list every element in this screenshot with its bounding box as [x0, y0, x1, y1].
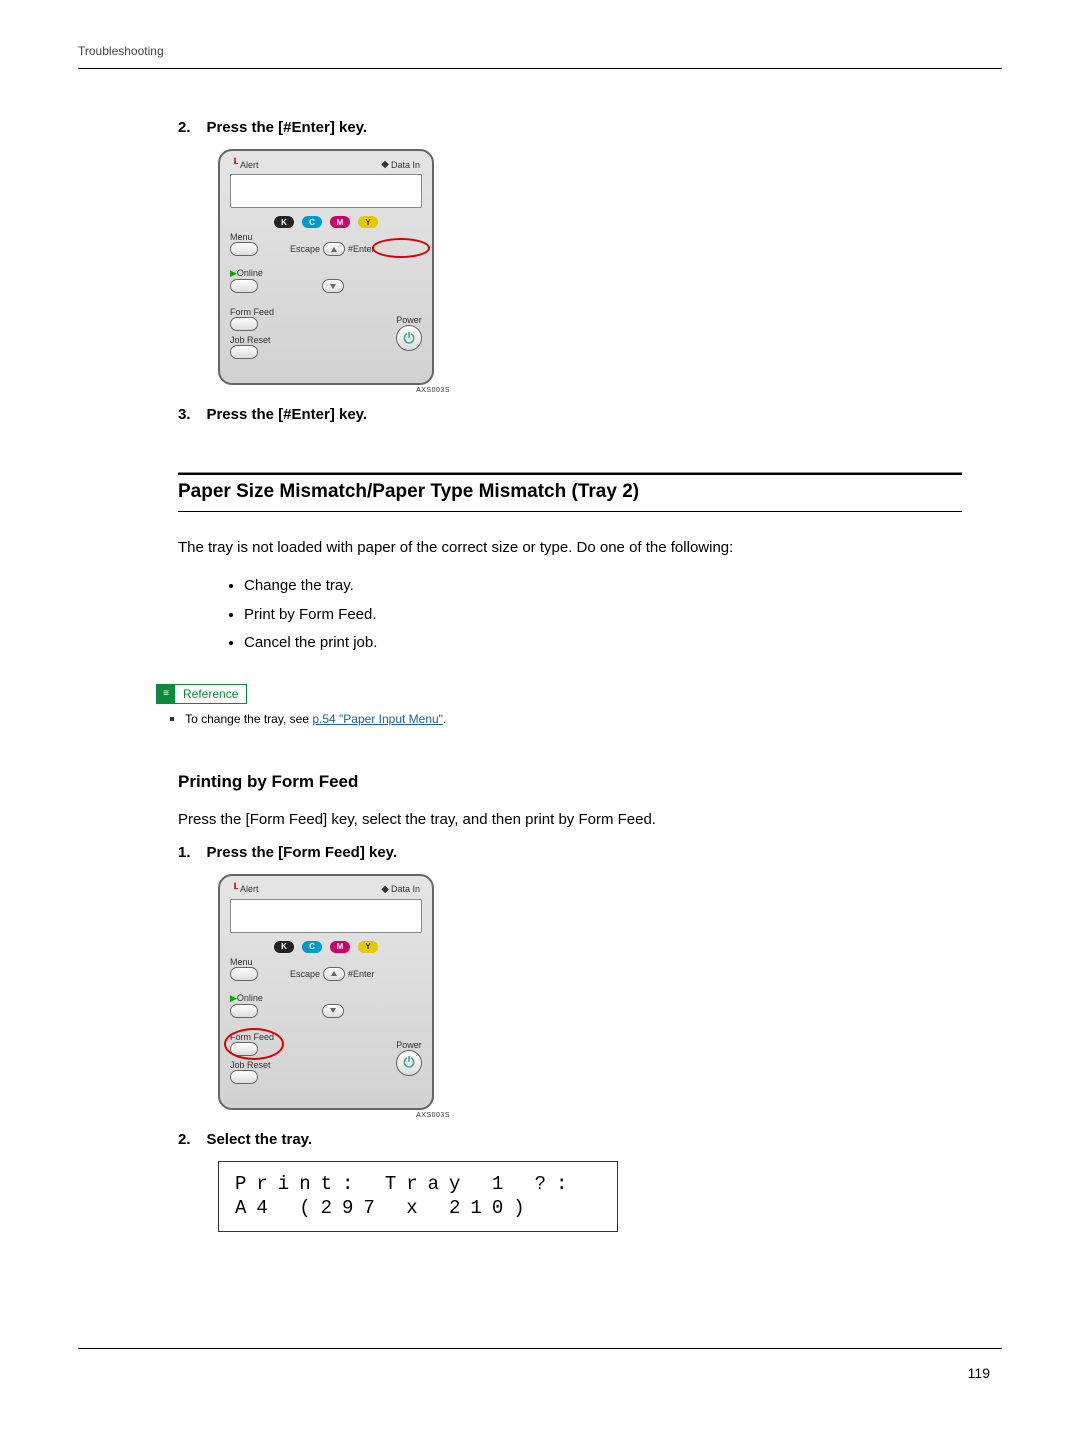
power-label: Power	[396, 315, 422, 325]
page-number: 119	[968, 1365, 990, 1381]
toner-y: Y	[358, 216, 378, 228]
alert-label: ┖Alert	[232, 159, 259, 170]
power-button[interactable]: ⏻	[396, 325, 422, 351]
jobreset-label: Job Reset	[230, 335, 274, 345]
reference-line: To change the tray, see p.54 "Paper Inpu…	[156, 712, 962, 726]
footer-rule	[78, 1348, 1002, 1349]
toner-k: K	[274, 941, 294, 953]
reference-link[interactable]: p.54 "Paper Input Menu"	[312, 712, 443, 726]
step-text: Press the [#Enter] key.	[206, 119, 367, 136]
step-text: Press the [#Enter] key.	[206, 406, 367, 423]
section-rule	[178, 472, 962, 475]
section-title: Paper Size Mismatch/Paper Type Mismatch …	[178, 481, 962, 507]
page-header: Troubleshooting	[78, 44, 1002, 69]
jobreset-button[interactable]	[230, 1070, 258, 1084]
step-number: 2.	[178, 1131, 202, 1148]
options-list: Change the tray. Print by Form Feed. Can…	[178, 572, 962, 658]
subsection-title: Printing by Form Feed	[178, 772, 962, 792]
intro-text: The tray is not loaded with paper of the…	[178, 536, 962, 560]
lcd-line-2: A4 (297 x 210)	[235, 1196, 601, 1221]
menu-label: Menu	[230, 232, 274, 242]
up-button[interactable]	[323, 242, 345, 256]
reference-tag: ≡ Reference	[156, 684, 247, 704]
reference-text-pre: To change the tray, see	[185, 712, 312, 726]
power-button[interactable]: ⏻	[396, 1050, 422, 1076]
toner-c: C	[302, 216, 322, 228]
datain-label: ◆Data In	[381, 884, 420, 895]
datain-label: ◆Data In	[381, 159, 420, 170]
formfeed-button[interactable]	[230, 317, 258, 331]
online-button[interactable]	[230, 1004, 258, 1018]
toner-y: Y	[358, 941, 378, 953]
step-1b: 1. Press the [Form Feed] key.	[178, 844, 962, 862]
reference-text-post: .	[443, 712, 446, 726]
enter-label: #Enter	[348, 244, 375, 254]
highlight-enter	[372, 238, 430, 258]
page: Troubleshooting 2. Press the [#Enter] ke…	[0, 0, 1080, 1292]
menu-label: Menu	[230, 957, 274, 967]
alert-label: ┖Alert	[232, 884, 259, 895]
cmyk-indicators: K C M Y	[230, 216, 422, 228]
online-button[interactable]	[230, 279, 258, 293]
step-number: 1.	[178, 844, 202, 861]
bullet-icon	[170, 717, 174, 721]
page-content: 2. Press the [#Enter] key. ┖Alert ◆Data …	[78, 119, 1002, 1232]
escape-label: Escape	[290, 244, 320, 254]
down-button[interactable]	[322, 279, 344, 293]
toner-m: M	[330, 216, 350, 228]
lcd-display-box: Print: Tray 1 ?: A4 (297 x 210)	[218, 1161, 618, 1232]
printer-panel-diagram-1: ┖Alert ◆Data In K C M Y Menu Escape	[218, 149, 962, 394]
up-button[interactable]	[323, 967, 345, 981]
menu-button[interactable]	[230, 967, 258, 981]
step-3a: 3. Press the [#Enter] key.	[178, 406, 962, 424]
power-label: Power	[396, 1040, 422, 1050]
subsection-body: Press the [Form Feed] key, select the tr…	[178, 808, 962, 832]
formfeed-label: Form Feed	[230, 307, 274, 317]
step-text: Press the [Form Feed] key.	[206, 844, 397, 861]
printer-panel-diagram-2: ┖Alert ◆Data In K C M Y Menu Escape	[218, 874, 962, 1119]
list-item: Cancel the print job.	[244, 629, 962, 658]
reference-icon: ≡	[157, 685, 175, 703]
lcd-screen	[230, 174, 422, 208]
toner-k: K	[274, 216, 294, 228]
enter-label: #Enter	[348, 969, 375, 979]
step-text: Select the tray.	[206, 1131, 312, 1148]
highlight-formfeed	[224, 1028, 284, 1060]
lcd-line-1: Print: Tray 1 ?:	[235, 1172, 601, 1197]
toner-c: C	[302, 941, 322, 953]
printer-panel: ┖Alert ◆Data In K C M Y Menu Escape	[218, 874, 434, 1110]
step-2b: 2. Select the tray.	[178, 1131, 962, 1149]
menu-button[interactable]	[230, 242, 258, 256]
cmyk-indicators: K C M Y	[230, 941, 422, 953]
list-item: Print by Form Feed.	[244, 601, 962, 630]
panel-caption: AXS003S	[218, 387, 450, 394]
escape-label: Escape	[290, 969, 320, 979]
toner-m: M	[330, 941, 350, 953]
step-2a: 2. Press the [#Enter] key.	[178, 119, 962, 137]
step-number: 3.	[178, 406, 202, 423]
step-number: 2.	[178, 119, 202, 136]
panel-caption: AXS003S	[218, 1112, 450, 1119]
lcd-screen	[230, 899, 422, 933]
list-item: Change the tray.	[244, 572, 962, 601]
down-button[interactable]	[322, 1004, 344, 1018]
printer-panel: ┖Alert ◆Data In K C M Y Menu Escape	[218, 149, 434, 385]
jobreset-label: Job Reset	[230, 1060, 274, 1070]
reference-label: Reference	[175, 687, 246, 701]
jobreset-button[interactable]	[230, 345, 258, 359]
